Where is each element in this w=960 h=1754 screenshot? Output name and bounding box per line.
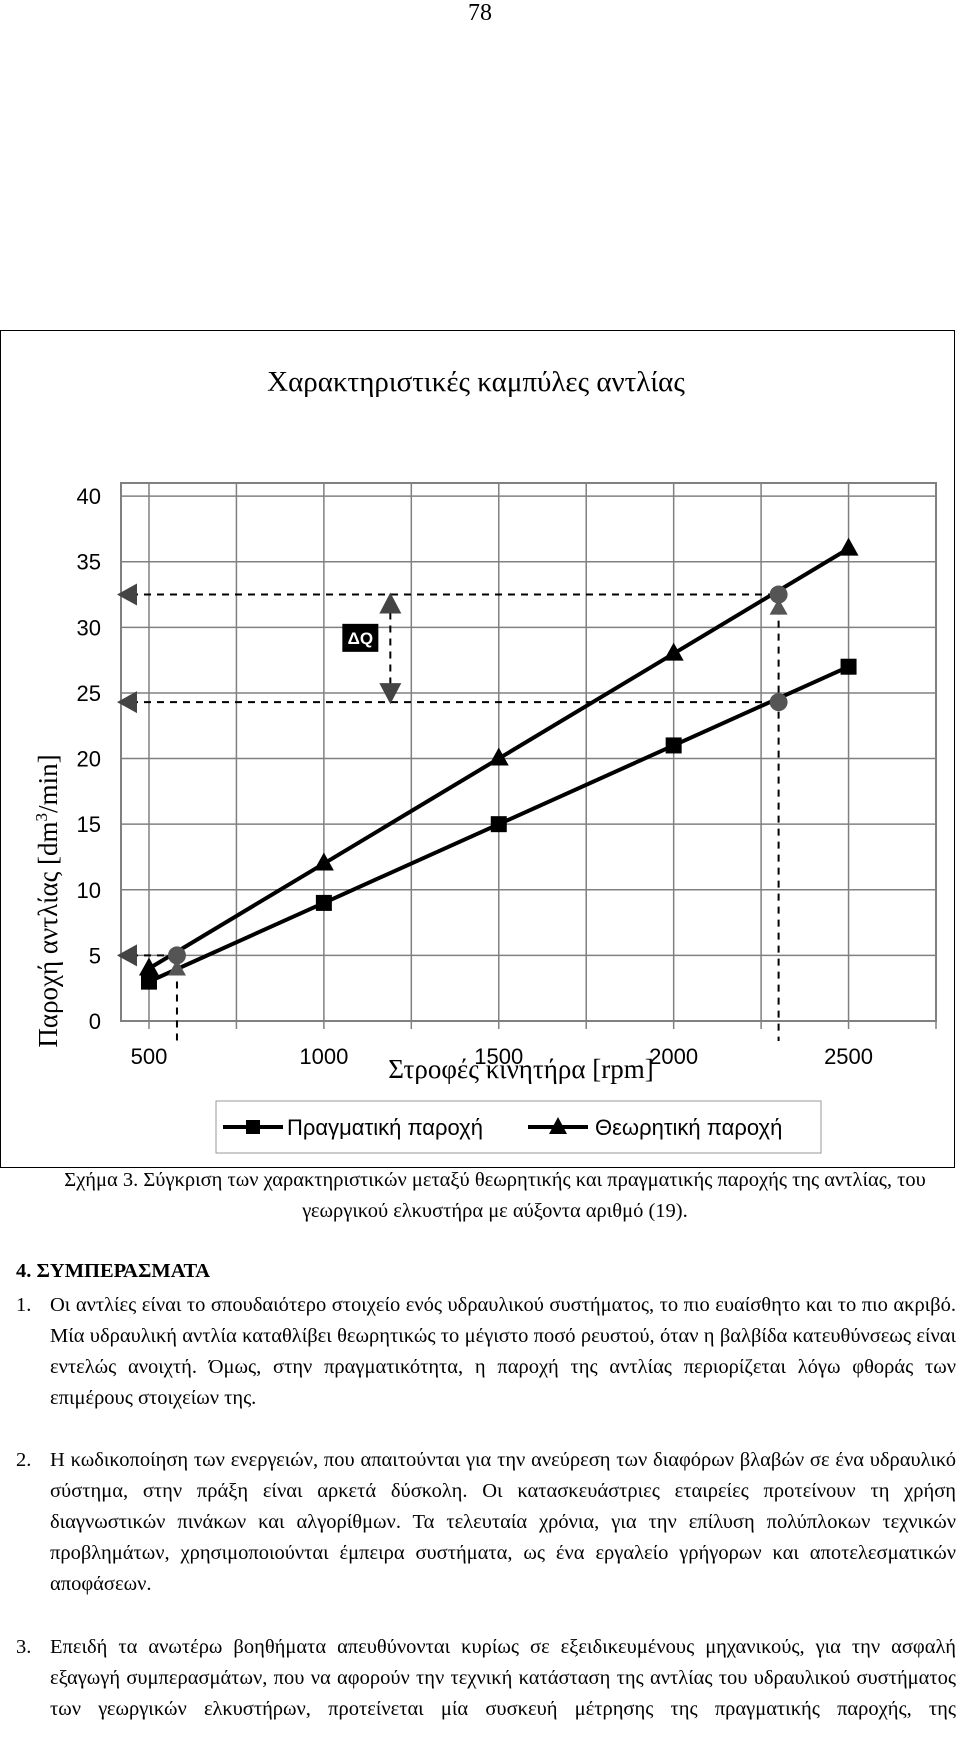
delta-q-label: ΔQ — [348, 629, 373, 648]
data-point-triangle — [663, 642, 684, 661]
level-arrow-icon — [117, 691, 137, 714]
reference-point-circle — [769, 693, 788, 712]
data-point-triangle — [313, 852, 334, 871]
x-axis-label: Στροφές κινητήρα [rpm] — [388, 1054, 653, 1084]
delta-q-label-box — [342, 623, 379, 652]
list-item-number: 2. — [16, 1449, 32, 1471]
list-item: 3. Επειδή τα ανωτέρω βοηθήματα απευθύνον… — [16, 1632, 956, 1725]
y-tick-label: 5 — [89, 943, 101, 968]
list-item-number: 3. — [16, 1636, 32, 1658]
data-point-square — [665, 737, 682, 754]
y-axis-label: Παροχή αντλίας [dm3/min] — [32, 754, 63, 1047]
y-tick-label: 25 — [77, 681, 101, 706]
level-arrow-icon — [117, 944, 137, 967]
y-tick-label: 30 — [77, 615, 101, 640]
data-point-square — [490, 816, 507, 833]
x-tick-label: 500 — [131, 1044, 168, 1069]
chart-container: Χαρακτηριστικές καμπύλες αντλίας Παροχή … — [0, 330, 955, 1168]
y-tick-label: 20 — [77, 747, 101, 772]
legend-marker-square — [246, 1120, 260, 1134]
figure-caption: Σχήμα 3. Σύγκριση των χαρακτηριστικών με… — [64, 1169, 926, 1222]
y-tick-label: 35 — [77, 550, 101, 575]
legend-label-actual: Πραγματική παροχή — [287, 1115, 483, 1140]
x-tick-label: 2000 — [649, 1044, 698, 1069]
chart-title: Χαρακτηριστικές καμπύλες αντλίας — [267, 366, 685, 398]
section-heading: 4. ΣΥΜΠΕΡΑΣΜΑΤΑ — [16, 1260, 211, 1282]
list-item-text: Η κωδικοποίηση των ενεργειών, που απαιτο… — [50, 1449, 956, 1595]
data-point-triangle — [138, 957, 159, 976]
list-item: 2. Η κωδικοποίηση των ενεργειών, που απα… — [16, 1445, 956, 1600]
page-number: 78 — [468, 0, 492, 26]
y-tick-label: 40 — [77, 484, 101, 509]
list-item-text: Οι αντλίες είναι το σπουδαιότερο στοιχεί… — [50, 1294, 956, 1409]
legend: Πραγματική παροχή Θεωρητική παροχή — [215, 1100, 822, 1154]
delta-q-down-arrow-icon — [379, 683, 402, 705]
list-item-number: 1. — [16, 1294, 32, 1316]
reference-point-triangle — [769, 598, 788, 615]
list-item: 1. Οι αντλίες είναι το σπουδαιότερο στοι… — [16, 1290, 956, 1414]
y-tick-label: 0 — [89, 1009, 101, 1034]
y-tick-label: 15 — [77, 812, 101, 837]
legend-marker-triangle — [549, 1117, 567, 1134]
legend-label-theoretical: Θεωρητική παροχή — [595, 1115, 782, 1140]
y-axis-label-superscript: 3 — [32, 813, 51, 822]
data-point-triangle — [488, 747, 509, 766]
data-point-triangle — [838, 537, 859, 556]
reference-point-circle — [769, 585, 788, 604]
y-axis-label-main: Παροχή αντλίας [dm — [33, 821, 63, 1047]
x-tick-label: 2500 — [824, 1044, 873, 1069]
y-axis-label-unit: /min] — [33, 754, 63, 813]
y-tick-label: 10 — [77, 878, 101, 903]
list-item-text: Επειδή τα ανωτέρω βοηθήματα απευθύνονται… — [50, 1636, 956, 1720]
legend-box — [215, 1100, 822, 1154]
reference-point-triangle — [167, 959, 186, 976]
plot-layer: 0 5 10 15 20 25 30 35 40 500 1000 1500 2000 2500 ΔQ — [77, 482, 937, 1069]
level-arrow-icon — [117, 583, 137, 606]
data-point-square — [140, 973, 157, 990]
x-tick-label: 1500 — [474, 1044, 523, 1069]
data-point-square — [840, 658, 857, 675]
delta-q-up-arrow-icon — [379, 592, 402, 614]
x-tick-label: 1000 — [299, 1044, 348, 1069]
chart-svg: Χαρακτηριστικές καμπύλες αντλίας Παροχή … — [32, 366, 937, 1154]
data-point-square — [315, 894, 332, 911]
reference-point-circle — [167, 946, 186, 965]
